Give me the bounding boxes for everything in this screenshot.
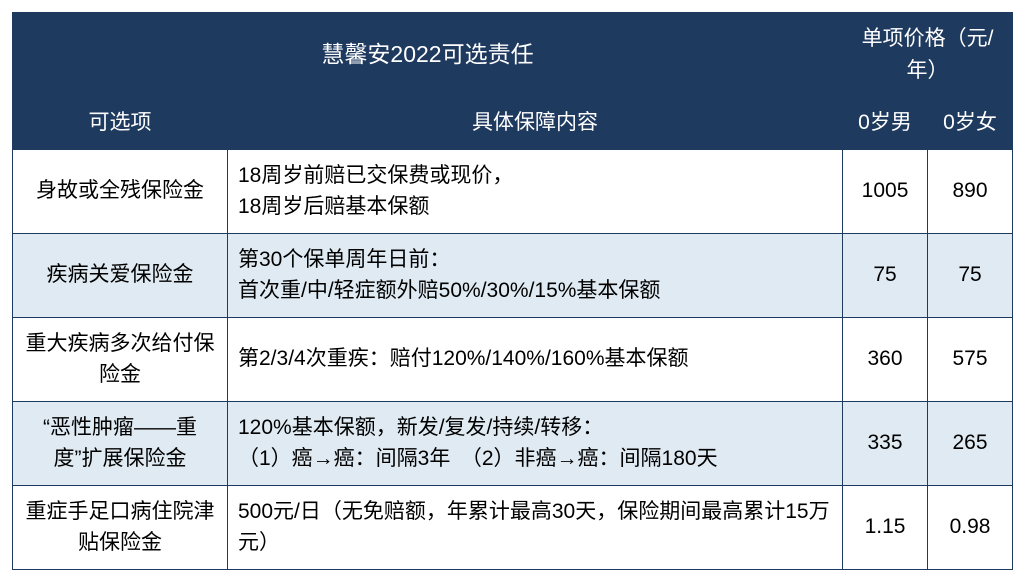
table-row: 重症手足口病住院津贴保险金500元/日（无免赔额，年累计最高30天，保险期间最高… — [13, 485, 1013, 569]
col-option-header: 可选项 — [13, 97, 228, 150]
table-head: 慧馨安2022可选责任 单项价格（元/年） 可选项 具体保障内容 0岁男 0岁女 — [13, 13, 1013, 150]
cell-price-female: 0.98 — [928, 485, 1013, 569]
cell-price-male: 335 — [843, 401, 928, 485]
cell-price-female: 265 — [928, 401, 1013, 485]
cell-desc: 第2/3/4次重疾：赔付120%/140%/160%基本保额 — [228, 317, 843, 401]
cell-option: 疾病关爱保险金 — [13, 233, 228, 317]
cell-desc: 500元/日（无免赔额，年累计最高30天，保险期间最高累计15万元） — [228, 485, 843, 569]
cell-option: 重大疾病多次给付保险金 — [13, 317, 228, 401]
cell-price-male: 75 — [843, 233, 928, 317]
table-body: 身故或全残保险金18周岁前赔已交保费或现价， 18周岁后赔基本保额1005890… — [13, 149, 1013, 569]
cell-price-female: 575 — [928, 317, 1013, 401]
cell-price-male: 1.15 — [843, 485, 928, 569]
cell-desc: 18周岁前赔已交保费或现价， 18周岁后赔基本保额 — [228, 149, 843, 233]
col-female-header: 0岁女 — [928, 97, 1013, 150]
cell-option: “恶性肿瘤——重度”扩展保险金 — [13, 401, 228, 485]
cell-price-male: 1005 — [843, 149, 928, 233]
table-row: 疾病关爱保险金第30个保单周年日前： 首次重/中/轻症额外赔50%/30%/15… — [13, 233, 1013, 317]
col-male-header: 0岁男 — [843, 97, 928, 150]
cell-price-female: 75 — [928, 233, 1013, 317]
insurance-options-table: 慧馨安2022可选责任 单项价格（元/年） 可选项 具体保障内容 0岁男 0岁女… — [12, 12, 1013, 570]
cell-desc: 120%基本保额，新发/复发/持续/转移： （1）癌→癌：间隔3年 （2）非癌→… — [228, 401, 843, 485]
price-header: 单项价格（元/年） — [843, 13, 1013, 97]
table-title: 慧馨安2022可选责任 — [13, 13, 843, 97]
cell-option: 重症手足口病住院津贴保险金 — [13, 485, 228, 569]
cell-desc: 第30个保单周年日前： 首次重/中/轻症额外赔50%/30%/15%基本保额 — [228, 233, 843, 317]
cell-price-female: 890 — [928, 149, 1013, 233]
table-row: 身故或全残保险金18周岁前赔已交保费或现价， 18周岁后赔基本保额1005890 — [13, 149, 1013, 233]
col-desc-header: 具体保障内容 — [228, 97, 843, 150]
cell-price-male: 360 — [843, 317, 928, 401]
table-row: “恶性肿瘤——重度”扩展保险金120%基本保额，新发/复发/持续/转移： （1）… — [13, 401, 1013, 485]
cell-option: 身故或全残保险金 — [13, 149, 228, 233]
table-row: 重大疾病多次给付保险金第2/3/4次重疾：赔付120%/140%/160%基本保… — [13, 317, 1013, 401]
